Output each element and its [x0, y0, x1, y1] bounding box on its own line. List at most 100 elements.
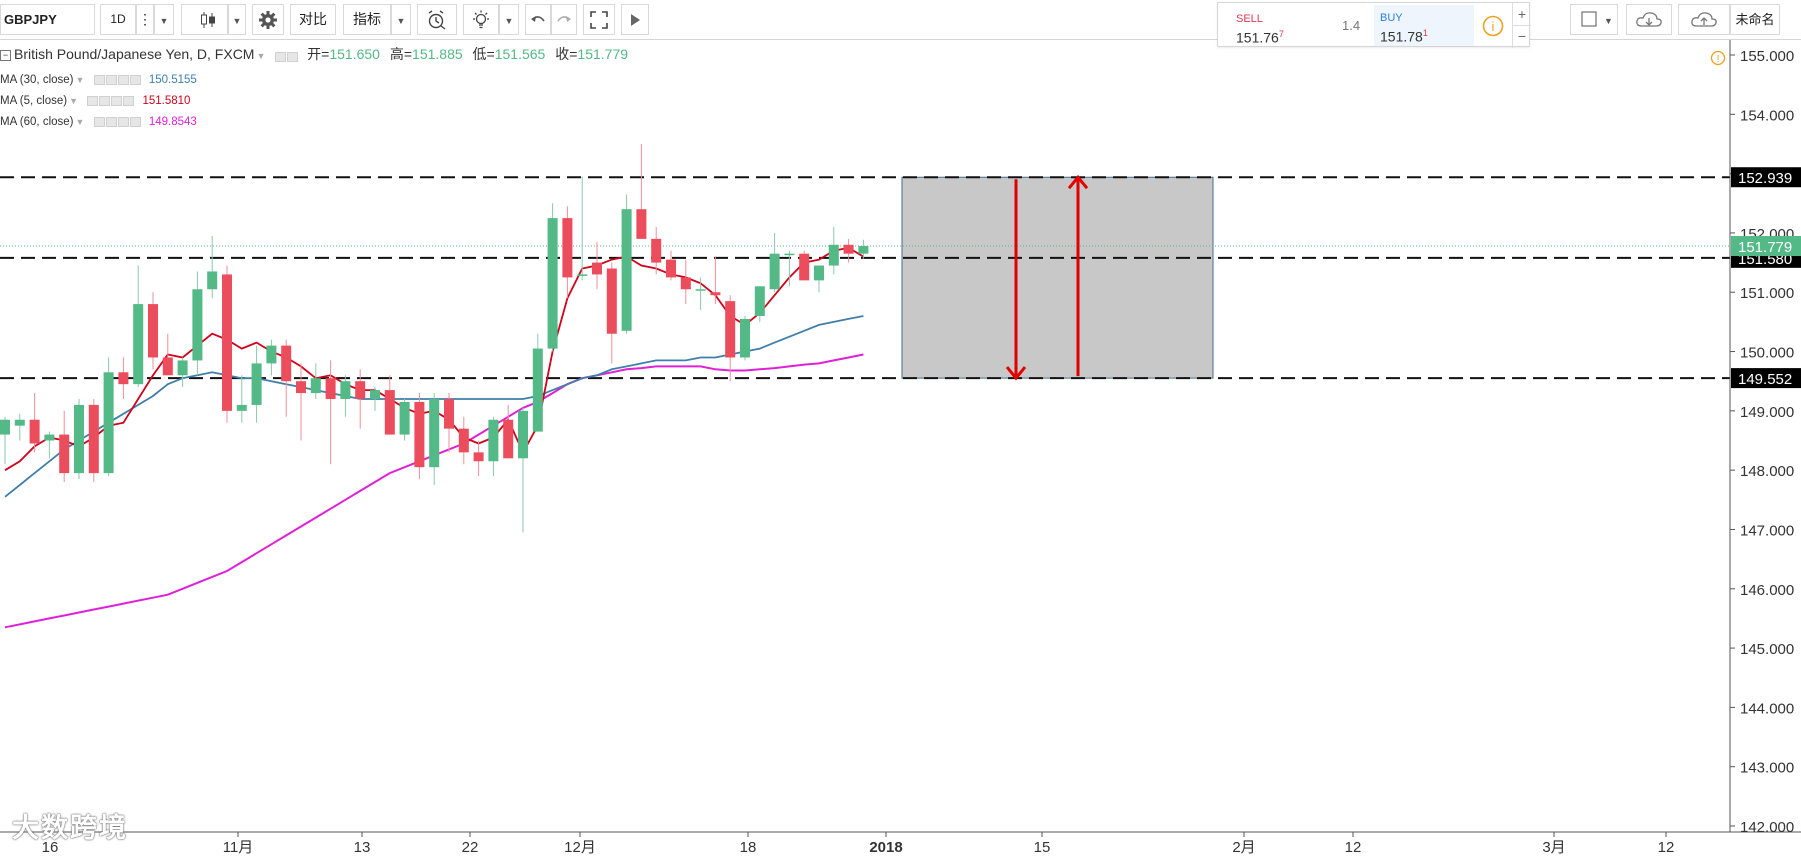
x-tick-label: 11月 [223, 839, 254, 856]
eye-icon[interactable] [275, 51, 287, 62]
close-icon[interactable] [123, 95, 135, 106]
candle [414, 393, 425, 480]
x-tick-label: 15 [1034, 839, 1051, 856]
collapse-legend-icon[interactable]: − [0, 50, 11, 61]
ma5-label[interactable]: MA (5, close) [0, 95, 68, 108]
candle-body [88, 404, 99, 474]
add-icon[interactable] [111, 95, 123, 106]
candle [177, 357, 188, 388]
level-price-label-bg [1731, 368, 1801, 389]
candle [281, 339, 292, 417]
candle [399, 398, 410, 441]
candle [725, 295, 736, 382]
candle-body [29, 419, 40, 444]
add-icon[interactable] [117, 116, 129, 127]
ma60-buttons [93, 116, 142, 128]
save-layout-button[interactable] [1678, 4, 1730, 35]
close-icon[interactable] [129, 116, 141, 127]
candle [384, 375, 395, 435]
buy-label: BUY [1380, 12, 1403, 24]
indicators-button[interactable]: 指标 [343, 4, 391, 35]
ma60-label[interactable]: MA (60, close) [0, 116, 74, 129]
layout-name-button[interactable]: 未命名 [1730, 4, 1780, 35]
replay-button[interactable] [621, 4, 649, 35]
chart-type-button[interactable] [181, 4, 228, 35]
close-icon[interactable] [129, 74, 141, 85]
ideas-dropdown-button[interactable]: ▼ [499, 4, 519, 35]
candle-body [828, 244, 839, 266]
candle-body [207, 271, 218, 290]
ideas-button[interactable] [463, 4, 499, 35]
drawing-color-dropdown[interactable]: ▼ [1600, 4, 1618, 35]
fullscreen-button[interactable] [583, 4, 615, 35]
candle [473, 440, 484, 477]
candle-body [59, 434, 70, 474]
chevron-down-icon[interactable]: ▼ [256, 51, 266, 61]
chevron-down-icon: ▼ [159, 16, 169, 26]
interval-menu-button[interactable]: ⋮ [136, 4, 154, 35]
alarm-clock-icon [428, 10, 446, 30]
candle-body [458, 428, 469, 453]
x-tick-label: 12月 [564, 839, 596, 856]
svg-text:!: ! [1717, 54, 1720, 65]
compare-button[interactable]: 对比 [290, 4, 336, 35]
eye-icon[interactable] [93, 74, 105, 85]
candle-body [444, 398, 454, 429]
candle-body [725, 301, 736, 358]
candle [340, 375, 351, 417]
x-tick-label: 3月 [1542, 839, 1565, 856]
trading-panel: SELL 151.767 1.4 BUY 151.781 i + − [1217, 2, 1531, 48]
candle-body [340, 381, 351, 399]
redo-button[interactable] [551, 4, 577, 35]
eye-icon[interactable] [87, 95, 99, 106]
candle [370, 387, 380, 411]
candle-body [666, 259, 676, 278]
candle [429, 393, 440, 485]
series-buttons [275, 47, 299, 63]
alert-button[interactable] [417, 4, 457, 35]
settings-icon[interactable] [105, 116, 117, 127]
series-title[interactable]: British Pound/Japanese Yen, D, FXCM [14, 46, 255, 62]
buy-button[interactable]: BUY 151.781 [1374, 5, 1474, 46]
info-button[interactable]: i [1482, 15, 1504, 42]
load-layout-button[interactable] [1626, 4, 1672, 35]
symbol-search[interactable]: GBPJPY [0, 4, 95, 35]
chevron-down-icon[interactable]: ▼ [69, 96, 79, 107]
undo-button[interactable] [525, 4, 551, 35]
ma30-label[interactable]: MA (30, close) [0, 74, 74, 87]
chevron-down-icon[interactable]: ▼ [75, 75, 85, 86]
settings-icon[interactable] [287, 51, 299, 62]
candle [251, 345, 262, 423]
more-vertical-icon: ⋮ [138, 11, 152, 27]
quantity-decrease-button[interactable]: − [1512, 25, 1531, 48]
indicators-dropdown-button[interactable]: ▼ [391, 4, 411, 35]
candle [103, 357, 114, 477]
chart-type-dropdown-button[interactable]: ▼ [228, 4, 246, 35]
chevron-down-icon[interactable]: ▼ [75, 117, 85, 128]
candle [858, 239, 869, 259]
add-icon[interactable] [117, 74, 129, 85]
eye-icon[interactable] [93, 116, 105, 127]
candle [207, 235, 218, 299]
interval-dropdown-button[interactable]: ▼ [154, 4, 174, 35]
candle [651, 226, 662, 275]
candle [236, 375, 247, 423]
settings-icon[interactable] [105, 74, 117, 85]
y-tick-label: 143.000 [1740, 760, 1794, 777]
svg-text:i: i [1492, 19, 1495, 34]
sell-button[interactable]: SELL 151.767 [1230, 7, 1348, 46]
candle [606, 262, 617, 364]
candle-body [325, 378, 336, 399]
interval-button[interactable]: 1D [100, 4, 136, 35]
candle [88, 398, 99, 483]
legend-main-series: − British Pound/Japanese Yen, D, FXCM ▼ 开=… [0, 44, 628, 64]
candle-body [784, 253, 795, 256]
chart-warning-icon[interactable]: ! [1710, 50, 1726, 71]
settings-icon[interactable] [99, 95, 111, 106]
quantity-increase-button[interactable]: + [1512, 3, 1531, 25]
open-label: 开= [307, 46, 330, 62]
settings-button[interactable] [252, 4, 284, 35]
watermark-logo: 大数跨境 [12, 813, 128, 843]
sell-price-main: 151.76 [1236, 29, 1279, 46]
price-chart[interactable]: 142.000 143.000 144.000 145.000 146.000 147.0… [0, 40, 1801, 859]
